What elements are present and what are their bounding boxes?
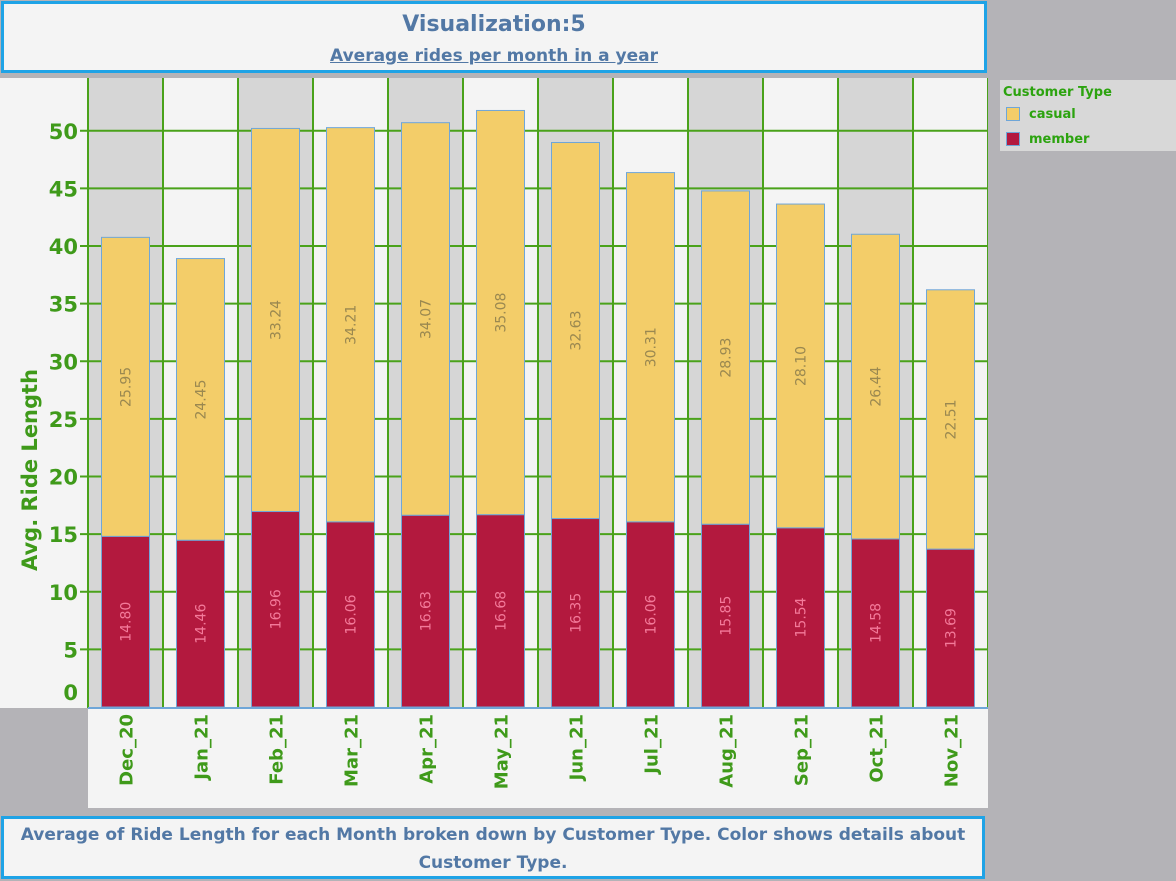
y-tick-label: 20 xyxy=(49,466,78,490)
bar-member xyxy=(701,523,750,708)
caption-line-2: Customer Type. xyxy=(418,853,568,873)
x-tick-label: Mar_21 xyxy=(342,714,363,787)
bar-casual xyxy=(326,127,375,523)
y-tick-label: 15 xyxy=(49,523,78,547)
bar-casual xyxy=(401,122,450,516)
bar-member xyxy=(776,527,825,708)
data-label-member: 16.35 xyxy=(569,593,585,633)
bar-casual xyxy=(476,109,525,516)
bar-member xyxy=(476,514,525,708)
y-tick-label: 0 xyxy=(63,681,78,705)
y-tick-label: 25 xyxy=(49,408,78,432)
data-label-casual: 24.45 xyxy=(194,379,210,419)
bar-member xyxy=(551,518,600,708)
data-label-casual: 35.08 xyxy=(494,293,510,333)
x-tick-label: Jun_21 xyxy=(567,714,588,782)
y-tick-label: 45 xyxy=(49,177,78,201)
bar-member xyxy=(176,539,225,708)
data-label-casual: 32.63 xyxy=(569,310,585,350)
stacked-bar-chart: 0 5 10 15 20 25 30 35 40 45 50 Avg. Ride Length 14.8… xyxy=(0,78,988,808)
bar-member xyxy=(326,521,375,708)
bar-casual xyxy=(176,258,225,541)
bar-casual xyxy=(776,203,825,529)
x-tick-label: Jan_21 xyxy=(192,714,213,782)
chart-subtitle: Average rides per month in a year xyxy=(330,46,658,66)
y-axis-panel xyxy=(0,78,88,708)
legend-swatch-casual xyxy=(1006,107,1020,121)
y-tick-label: 10 xyxy=(49,581,78,605)
bar-member xyxy=(851,538,900,708)
x-tick-label: Sep_21 xyxy=(792,714,813,786)
data-label-casual: 30.31 xyxy=(644,327,660,367)
data-label-member: 16.63 xyxy=(419,591,435,631)
title-panel: Visualization:5 Average rides per month … xyxy=(1,1,987,73)
data-label-casual: 28.10 xyxy=(794,346,810,386)
data-label-member: 14.58 xyxy=(869,603,885,643)
legend-item-member[interactable]: member xyxy=(1006,131,1089,147)
data-label-member: 16.06 xyxy=(644,594,660,634)
legend-swatch-member xyxy=(1006,132,1020,146)
caption-line-1: Average of Ride Length for each Month br… xyxy=(20,825,966,845)
data-label-member: 16.06 xyxy=(344,594,360,634)
caption-panel: Average of Ride Length for each Month br… xyxy=(1,816,985,879)
legend-title: Customer Type xyxy=(1003,85,1112,100)
x-tick-label: Aug_21 xyxy=(717,714,738,788)
data-label-member: 15.54 xyxy=(794,597,810,637)
data-label-casual: 28.93 xyxy=(719,338,735,378)
legend: Customer Type casual member xyxy=(1000,80,1176,151)
y-tick-label: 5 xyxy=(63,638,78,662)
x-axis-panel xyxy=(88,708,988,808)
legend-item-casual[interactable]: casual xyxy=(1006,106,1076,122)
data-label-casual: 26.44 xyxy=(869,366,885,406)
data-label-casual: 34.07 xyxy=(419,299,435,339)
bar-member xyxy=(626,521,675,708)
bar-casual xyxy=(851,233,900,540)
data-label-casual: 34.21 xyxy=(344,305,360,345)
y-tick-label: 30 xyxy=(49,350,78,374)
bar-casual xyxy=(251,127,300,513)
y-axis-title: Avg. Ride Length xyxy=(18,369,42,571)
bar-member xyxy=(926,548,975,708)
y-tick-label: 35 xyxy=(49,293,78,317)
x-tick-label: Dec_20 xyxy=(117,714,138,786)
data-label-member: 16.96 xyxy=(269,589,285,629)
y-tick-label: 40 xyxy=(49,235,78,259)
data-label-casual: 25.95 xyxy=(119,367,135,407)
bar-casual xyxy=(101,236,150,537)
chart-area: 0 5 10 15 20 25 30 35 40 45 50 Avg. Ride Length 14.8… xyxy=(0,78,988,808)
x-tick-label: Oct_21 xyxy=(867,714,888,783)
x-tick-label: Feb_21 xyxy=(267,714,288,785)
data-label-member: 14.80 xyxy=(119,602,135,642)
data-label-member: 13.69 xyxy=(944,608,960,648)
data-label-casual: 22.51 xyxy=(944,399,960,439)
data-label-member: 16.68 xyxy=(494,591,510,631)
x-tick-label: Jul_21 xyxy=(642,714,663,776)
data-label-member: 15.85 xyxy=(719,596,735,636)
bar-member xyxy=(251,511,300,708)
chart-title: Visualization:5 xyxy=(402,12,586,37)
legend-label-member: member xyxy=(1029,131,1090,147)
data-label-casual: 33.24 xyxy=(269,300,285,340)
x-tick-label: Nov_21 xyxy=(942,714,963,787)
data-label-member: 14.46 xyxy=(194,604,210,644)
bar-member xyxy=(401,514,450,708)
x-tick-label: May_21 xyxy=(492,714,513,789)
y-tick-label: 50 xyxy=(49,120,78,144)
bar-member xyxy=(101,535,150,708)
bar-casual xyxy=(626,172,675,523)
x-tick-label: Apr_21 xyxy=(417,714,438,784)
legend-label-casual: casual xyxy=(1029,106,1076,122)
